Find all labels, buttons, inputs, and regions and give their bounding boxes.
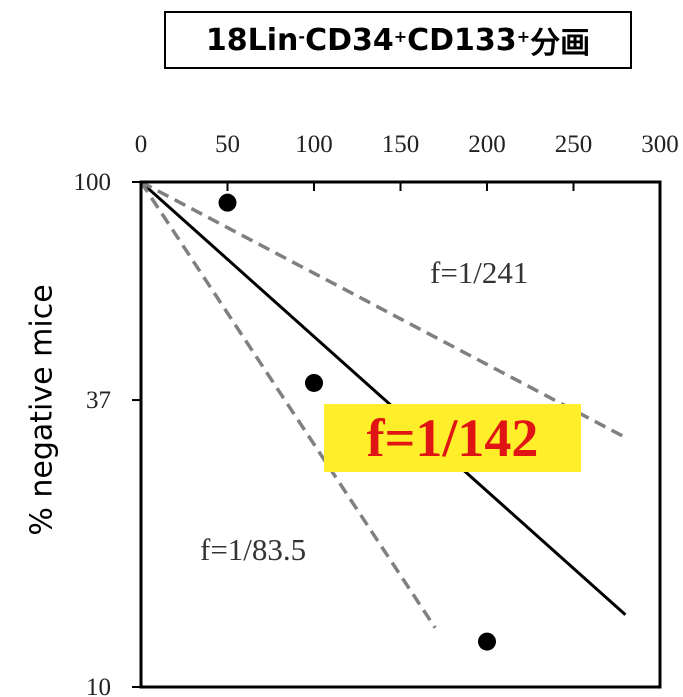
y-tick-label: 100 xyxy=(74,169,112,196)
x-tick-label: 250 xyxy=(555,131,593,158)
chart-title: 18Lin - CD34 + CD133 + 分画 xyxy=(164,11,632,69)
x-tick-label: 300 xyxy=(641,131,679,158)
data-point-3 xyxy=(478,632,496,651)
annotation-f-241: f=1/241 xyxy=(430,255,528,290)
y-tick-label: 37 xyxy=(86,387,111,414)
data-point-1 xyxy=(218,193,237,212)
data-point-2 xyxy=(305,373,323,392)
annotation-f-83-5: f=1/83.5 xyxy=(200,532,306,567)
x-tick-label: 0 xyxy=(135,131,148,158)
x-tick-label: 50 xyxy=(215,131,240,158)
x-tick-label: 200 xyxy=(468,131,506,158)
annotation-f-142: f=1/142 xyxy=(324,404,581,472)
fit-line-2 xyxy=(140,180,627,439)
y-tick-label: 10 xyxy=(86,674,111,697)
fit-line-3 xyxy=(139,181,437,629)
x-tick-label: 150 xyxy=(382,131,420,158)
fit-line-1 xyxy=(140,180,627,616)
x-tick-label: 100 xyxy=(295,131,333,158)
y-axis-label: % negative mice xyxy=(24,284,60,536)
